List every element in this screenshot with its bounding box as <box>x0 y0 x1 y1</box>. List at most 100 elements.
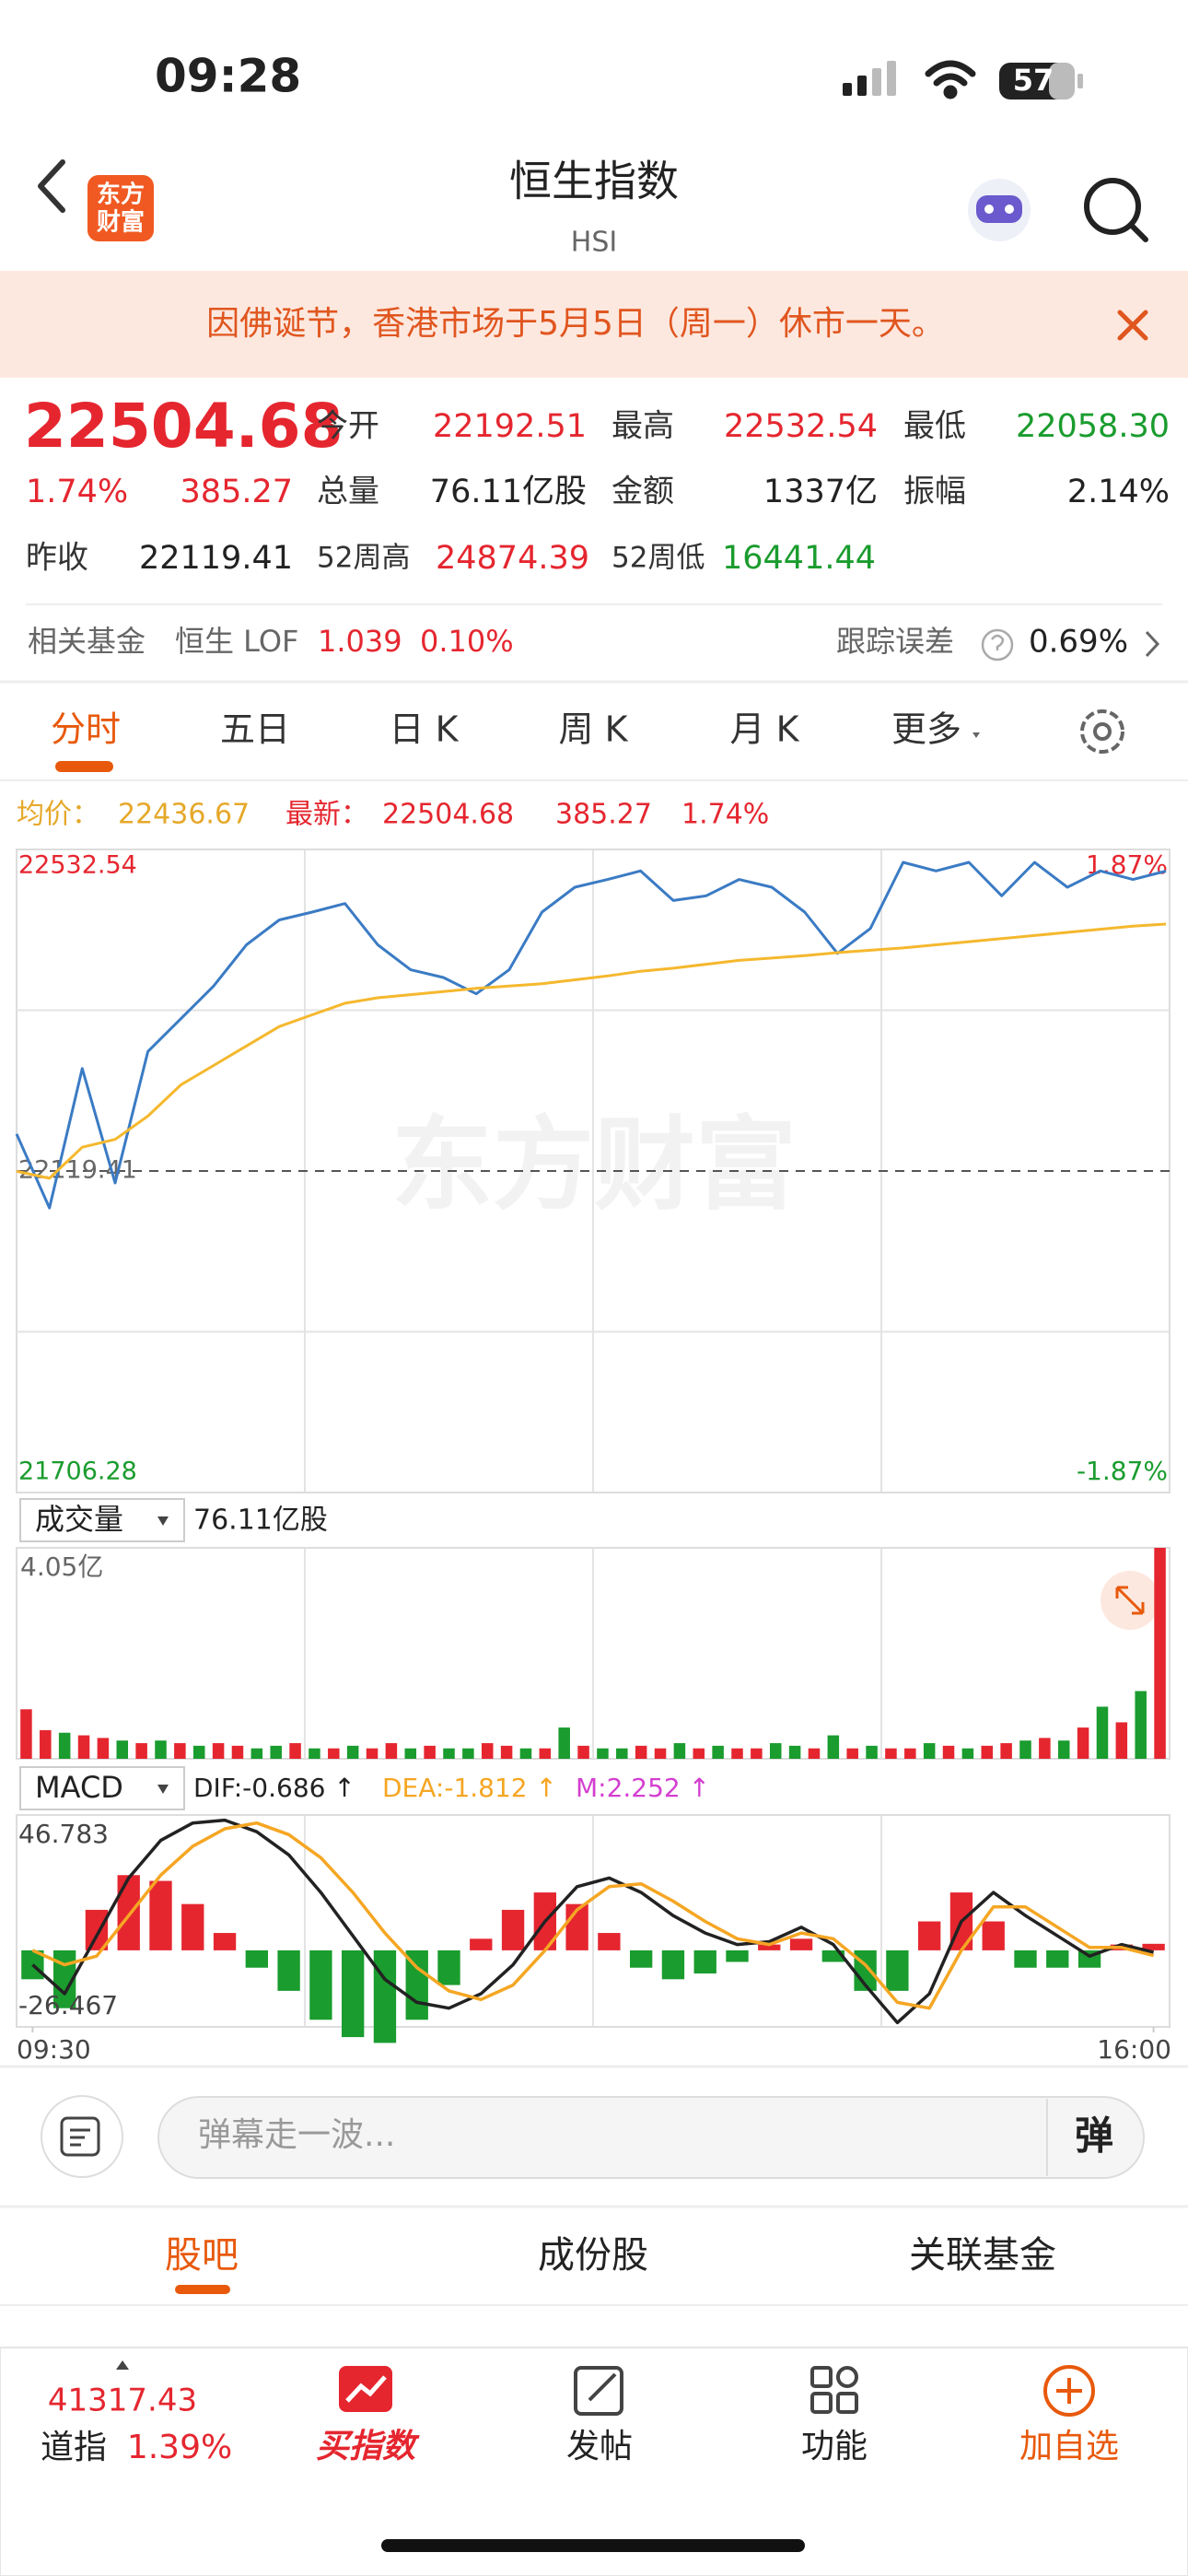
help-icon[interactable] <box>981 628 1014 662</box>
macd-bar <box>1014 1950 1037 1968</box>
volume-bar <box>1077 1727 1089 1759</box>
volume-bar <box>693 1748 705 1759</box>
macd-bar <box>789 1938 813 1950</box>
nav-item[interactable]: 买指数 <box>316 2428 420 2465</box>
field-label: 最高 <box>611 408 674 445</box>
x-tick-label: 16:00 <box>1097 2034 1171 2065</box>
tracking-value: 0.69% <box>1029 624 1128 661</box>
volume-bar <box>981 1745 994 1759</box>
volume-bar <box>192 1745 205 1759</box>
volume-bar <box>116 1740 129 1759</box>
volume-bar <box>731 1748 743 1759</box>
volume-bar <box>751 1748 763 1759</box>
period-tab[interactable]: 日 K <box>390 709 460 750</box>
up-caret <box>116 2360 129 2370</box>
field-label: 最低 <box>903 408 966 445</box>
volume-bar <box>788 1745 801 1759</box>
avg-value: 22436.67 <box>118 799 250 831</box>
chevron[interactable] <box>1145 630 1160 658</box>
fund-name[interactable]: 恒生 LOF <box>175 624 298 659</box>
nav-item[interactable]: 加自选 <box>1019 2428 1119 2465</box>
macd-bar <box>629 1950 653 1968</box>
fund-pct: 0.10% <box>420 624 514 659</box>
back-button[interactable] <box>38 159 65 213</box>
volume-bar <box>1135 1691 1147 1759</box>
assistant-icon[interactable] <box>968 179 1031 241</box>
volume-total: 76.11亿股 <box>193 1505 328 1537</box>
notice-text: 因佛诞节，香港市场于5月5日（周一）休市一天。 <box>206 305 945 343</box>
period-tab[interactable]: 分时 <box>51 709 121 750</box>
comment-input[interactable] <box>157 2096 1145 2179</box>
latest-change: 385.27 <box>555 799 652 831</box>
logo-text: 东方 <box>97 181 145 209</box>
macd-bar <box>758 1944 781 1950</box>
page-title: 恒生指数 <box>509 157 679 206</box>
status-time: 09:28 <box>155 50 301 103</box>
latest-label: 最新： <box>285 799 368 831</box>
period-tab[interactable]: 周 K <box>559 709 629 750</box>
y-tick-label: 46.783 <box>18 1819 109 1849</box>
volume-bar <box>328 1748 340 1759</box>
volume-bar <box>769 1743 782 1759</box>
danmaku-toggle[interactable] <box>41 2095 123 2178</box>
period-tab[interactable]: 五日 <box>220 709 290 750</box>
battery-empty <box>1049 63 1075 100</box>
bottom-tab[interactable]: 股吧 <box>165 2234 239 2277</box>
settings-icon[interactable] <box>1080 709 1124 754</box>
indicator-legend: DEA:-1.812 ↑ <box>382 1773 557 1803</box>
index-pct: 1.39% <box>127 2429 232 2466</box>
volume-bar <box>1000 1743 1012 1759</box>
series-line <box>15 861 1167 1210</box>
post-icon[interactable] <box>574 2366 623 2416</box>
volume-bar <box>923 1743 936 1759</box>
volume-bar <box>58 1732 71 1759</box>
indicator-select[interactable] <box>19 1498 185 1542</box>
add-watch-icon[interactable] <box>1043 2365 1095 2417</box>
field-label: 金额 <box>611 474 674 510</box>
nav-item[interactable]: 功能 <box>801 2428 868 2465</box>
buy-index-icon[interactable] <box>339 2366 392 2412</box>
logo-text: 财富 <box>97 208 145 237</box>
field-value: 22532.54 <box>724 408 878 445</box>
volume-bar <box>366 1748 379 1759</box>
macd-bar <box>341 1950 365 2038</box>
indicator-select[interactable] <box>19 1766 185 1810</box>
indicator-legend: M:2.252 ↑ <box>576 1773 710 1803</box>
volume-bar <box>961 1748 974 1759</box>
period-tab[interactable]: 更多 <box>891 709 961 750</box>
volume-bar <box>808 1748 821 1759</box>
page-subtitle: HSI <box>571 227 617 259</box>
macd-bar <box>726 1950 749 1962</box>
function-icon[interactable] <box>810 2366 858 2414</box>
search-button[interactable] <box>1084 178 1148 242</box>
latest-pct: 1.74% <box>681 799 769 831</box>
volume-title: 成交量 <box>35 1502 123 1537</box>
index-value[interactable]: 41317.43 <box>48 2383 197 2419</box>
tracking-label: 跟踪误差 <box>836 624 954 659</box>
bottom-tab[interactable]: 成份股 <box>538 2234 648 2277</box>
nav-item[interactable]: 发帖 <box>566 2428 633 2465</box>
macd-bar <box>277 1950 300 1991</box>
close-banner[interactable] <box>1117 310 1148 341</box>
volume-bar <box>97 1738 110 1759</box>
period-tab[interactable]: 月 K <box>730 709 800 750</box>
field-label: 总量 <box>317 474 379 510</box>
volume-bar <box>1057 1740 1070 1759</box>
volume-bar <box>404 1748 417 1759</box>
home-indicator <box>381 2539 805 2552</box>
field-label: 昨收 <box>26 540 88 577</box>
macd-bar <box>917 1921 941 1950</box>
last-price: 22504.68 <box>24 391 344 462</box>
danmaku-button[interactable]: 弹 <box>1075 2113 1113 2159</box>
expand-icon[interactable] <box>1101 1571 1159 1630</box>
macd-bar <box>886 1950 909 1991</box>
wifi-icon <box>925 60 976 100</box>
y-tick-label: 22532.54 <box>18 851 137 880</box>
y-tick-label: 4.05亿 <box>20 1551 103 1582</box>
series-line <box>31 1818 1155 2025</box>
field-value: 22192.51 <box>433 408 587 445</box>
field-value: 76.11亿股 <box>430 474 587 510</box>
bottom-tab[interactable]: 关联基金 <box>909 2234 1056 2277</box>
volume-bar <box>1096 1706 1109 1759</box>
comment-placeholder: 弹幕走一波... <box>198 2116 395 2154</box>
